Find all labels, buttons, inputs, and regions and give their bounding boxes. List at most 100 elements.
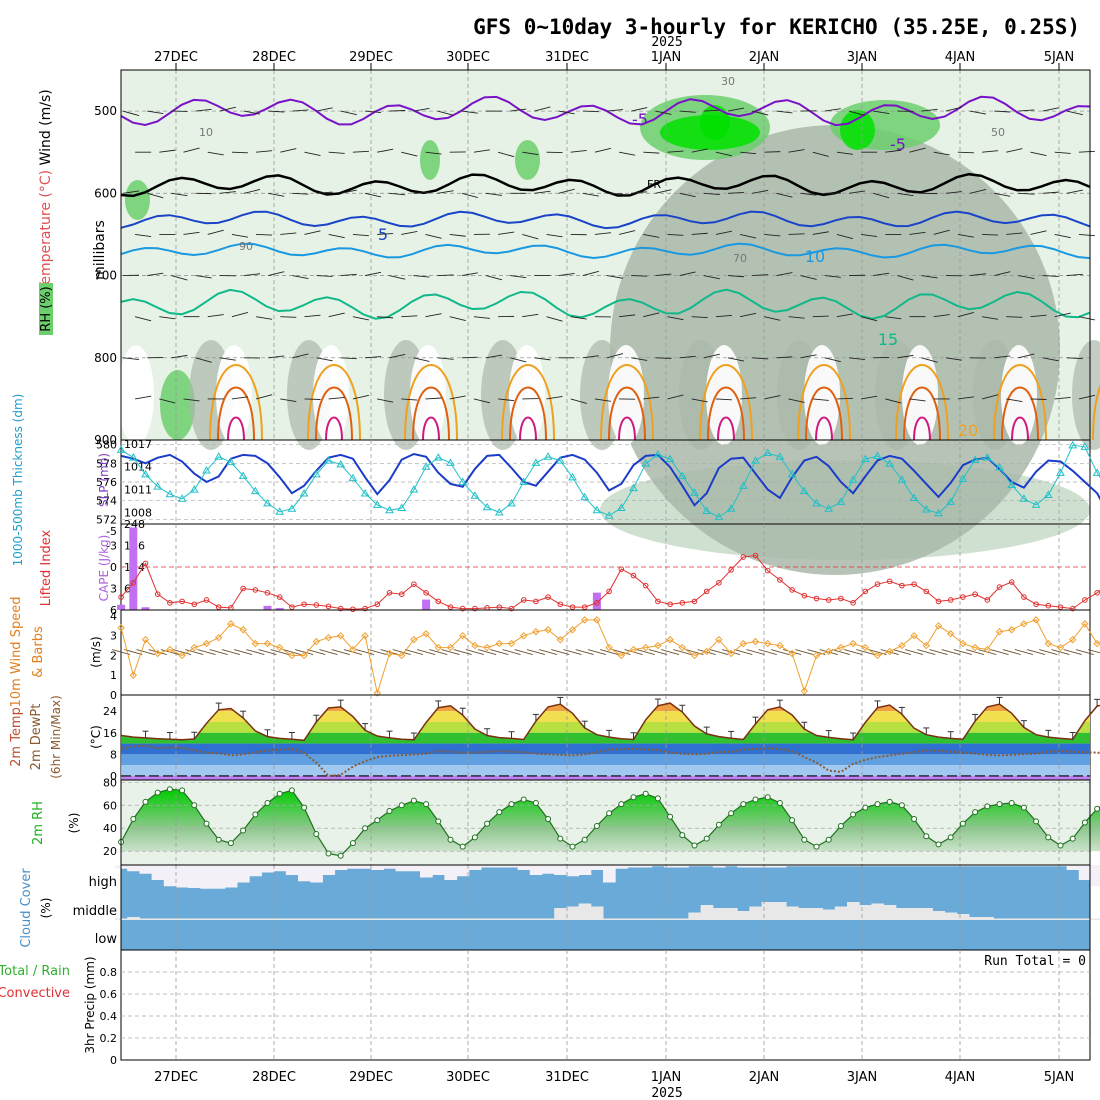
wind-barb xyxy=(389,354,406,359)
wind-barb xyxy=(824,275,841,278)
rh-point xyxy=(703,835,710,842)
thickness-tick-label: 572 xyxy=(96,513,117,526)
wind-barb xyxy=(570,398,587,404)
li-point xyxy=(764,567,771,574)
slp-point xyxy=(568,472,577,481)
wind-barb xyxy=(352,233,369,237)
wind-barb xyxy=(534,357,551,361)
wind-barb xyxy=(691,232,708,235)
wind-barb xyxy=(892,649,912,655)
wind-barb xyxy=(776,192,793,198)
precip-tick-label: 0.4 xyxy=(100,1010,118,1023)
slp-point xyxy=(348,473,358,482)
wind-barb xyxy=(1054,312,1071,318)
wind-barb xyxy=(673,649,692,655)
li-point xyxy=(667,601,673,608)
mid-cloud-gap xyxy=(871,903,885,920)
li-point xyxy=(215,604,222,610)
temperature-contour xyxy=(501,364,555,441)
li-point xyxy=(947,597,954,603)
mid-cloud-gap xyxy=(603,918,616,920)
wind-barb xyxy=(207,229,224,235)
rh-point xyxy=(191,802,198,809)
wind-barb xyxy=(703,353,720,359)
cloud-level-label: low xyxy=(95,932,118,947)
wind-barb xyxy=(185,649,204,655)
li-point xyxy=(899,582,905,589)
rh-point xyxy=(654,795,661,802)
high-cloud-gap xyxy=(468,865,482,870)
wind-barb xyxy=(377,148,394,153)
left-legends: Temperature (°C) Wind (m/s)RH (%)milliba… xyxy=(0,89,111,1053)
wind-speed-point xyxy=(702,647,711,656)
wind-barb xyxy=(256,316,273,320)
legend-part: 10m Wind Speed xyxy=(9,597,24,708)
wind-barb xyxy=(1018,192,1035,195)
wind-barb xyxy=(969,273,987,277)
rh-point xyxy=(764,794,771,801)
temperature-contour xyxy=(797,364,851,441)
slp-point xyxy=(507,498,516,507)
wind-barb xyxy=(873,192,890,199)
rh-point xyxy=(947,834,954,841)
x-label-top: 31DEC xyxy=(545,50,589,65)
wind-barb xyxy=(1018,109,1035,112)
wind-barb xyxy=(909,147,926,153)
wind-barb xyxy=(945,191,962,194)
mid-cloud-gap xyxy=(176,918,189,920)
wind-barb xyxy=(655,357,672,359)
slp-point xyxy=(824,504,834,512)
wind-speed-point xyxy=(971,643,979,652)
wind-barb xyxy=(1051,649,1070,655)
mid-cloud-gap xyxy=(1030,918,1043,920)
high-cloud-gap xyxy=(529,865,543,875)
rh-point xyxy=(386,808,393,815)
wind-barb xyxy=(437,274,454,277)
wind-barb xyxy=(1002,649,1021,655)
high-cloud-gap xyxy=(822,865,836,867)
wind-speed-point xyxy=(593,616,601,624)
wind-barb xyxy=(1066,110,1083,116)
wind-barb xyxy=(703,275,720,280)
wind-barb xyxy=(582,270,599,276)
wind-speed-point xyxy=(1032,616,1040,624)
high-cloud-gap xyxy=(981,865,994,867)
rh-point xyxy=(630,794,637,801)
wind-barb xyxy=(1039,649,1058,655)
rh-point xyxy=(410,797,417,804)
rh-dry-region xyxy=(1001,345,1037,445)
slp-point xyxy=(263,498,272,507)
legend-part: 1000-500mb Thickness (dm) xyxy=(11,394,25,567)
wind-barb xyxy=(836,397,853,400)
wind-barb xyxy=(413,107,430,112)
wind-barb xyxy=(485,192,503,196)
temperature-contour xyxy=(412,386,450,441)
high-cloud-gap xyxy=(1017,865,1031,867)
wind-barb xyxy=(746,649,765,655)
legend-part: 3hr Precip (mm) xyxy=(83,956,97,1053)
legend-cloud-units: (%) xyxy=(39,898,53,919)
legend-minmax: (6hr Min/Max) xyxy=(49,695,63,779)
wind-barb xyxy=(340,110,357,116)
slp-point xyxy=(958,474,968,482)
wind-speed-point xyxy=(483,643,491,652)
slp-point xyxy=(372,500,382,508)
wind-speed-point xyxy=(641,643,650,652)
mid-cloud-gap xyxy=(786,906,799,920)
wind-barb xyxy=(897,354,914,359)
wind-speed-point xyxy=(324,633,333,642)
wind-barb xyxy=(401,398,418,401)
wind-barb xyxy=(770,649,790,655)
rh-point xyxy=(593,822,600,829)
high-cloud-gap xyxy=(786,865,799,867)
wind-barb xyxy=(631,357,648,361)
wind-barb xyxy=(404,649,424,655)
wind-barb xyxy=(1042,191,1059,194)
li-point xyxy=(118,594,124,600)
cape-tick-label: 248 xyxy=(124,518,145,531)
wind-barb xyxy=(752,357,769,360)
temp-tick-label: 8 xyxy=(110,748,117,761)
rh-contour-fill xyxy=(700,105,730,140)
